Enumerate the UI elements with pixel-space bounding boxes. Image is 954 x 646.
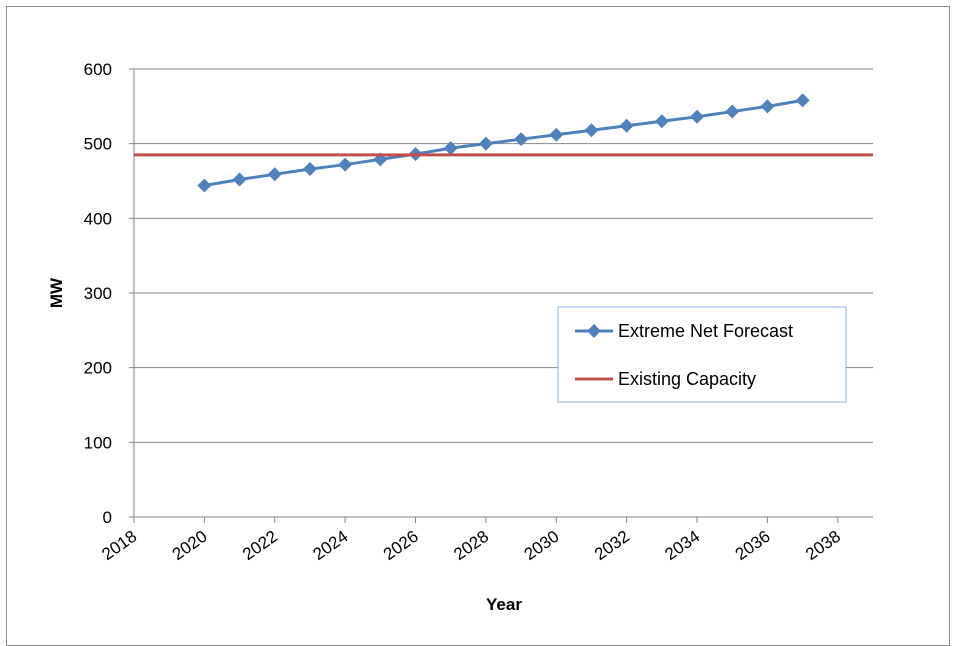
data-point bbox=[725, 104, 740, 119]
data-point bbox=[478, 136, 493, 151]
x-tick-label: 2018 bbox=[98, 527, 140, 564]
x-tick-label: 2032 bbox=[591, 527, 633, 564]
axes bbox=[129, 68, 873, 523]
legend-label-capacity: Existing Capacity bbox=[618, 369, 756, 389]
legend-marker-forecast bbox=[587, 324, 601, 338]
y-tick-labels: 0 100 200 300 400 500 600 bbox=[84, 60, 112, 527]
y-tick-label: 100 bbox=[84, 433, 112, 452]
y-axis-title: MW bbox=[47, 277, 66, 308]
legend: Extreme Net Forecast Existing Capacity bbox=[557, 306, 847, 403]
y-tick-label: 0 bbox=[103, 508, 112, 527]
data-point bbox=[654, 114, 669, 129]
legend-box bbox=[557, 306, 847, 403]
x-axis-title: Year bbox=[486, 595, 522, 614]
data-point bbox=[760, 99, 775, 114]
line-chart: 0 100 200 300 400 500 600 2018 2020 2022 2024 2026… bbox=[47, 60, 873, 614]
legend-label-forecast: Extreme Net Forecast bbox=[618, 321, 793, 341]
x-tick-label: 2022 bbox=[239, 527, 281, 564]
y-tick-label: 200 bbox=[84, 359, 112, 378]
x-tick-label: 2028 bbox=[450, 527, 492, 564]
data-point bbox=[267, 167, 282, 182]
y-tick-label: 300 bbox=[84, 284, 112, 303]
data-point bbox=[584, 123, 599, 138]
data-point bbox=[514, 132, 529, 147]
data-point bbox=[197, 178, 212, 193]
data-point bbox=[549, 127, 564, 142]
y-tick-label: 400 bbox=[84, 209, 112, 228]
data-point bbox=[619, 118, 634, 133]
x-tick-label: 2020 bbox=[169, 527, 211, 564]
y-tick-label: 600 bbox=[84, 60, 112, 79]
x-tick-label: 2030 bbox=[521, 527, 563, 564]
y-tick-label: 500 bbox=[84, 135, 112, 154]
x-tick-label: 2026 bbox=[380, 527, 422, 564]
data-point bbox=[338, 157, 353, 172]
x-tick-label: 2036 bbox=[732, 527, 774, 564]
x-tick-labels: 2018 2020 2022 2024 2026 2028 2030 2032 2034 2036… bbox=[98, 527, 844, 564]
data-point bbox=[232, 172, 247, 187]
x-tick-label: 2034 bbox=[661, 527, 703, 564]
data-point bbox=[690, 109, 705, 124]
data-point bbox=[795, 93, 810, 108]
data-point bbox=[302, 162, 317, 177]
x-tick-label: 2038 bbox=[802, 527, 844, 564]
data-point bbox=[443, 141, 458, 156]
series-line-0 bbox=[204, 98, 803, 187]
series bbox=[134, 93, 873, 193]
x-tick-label: 2024 bbox=[310, 527, 352, 564]
